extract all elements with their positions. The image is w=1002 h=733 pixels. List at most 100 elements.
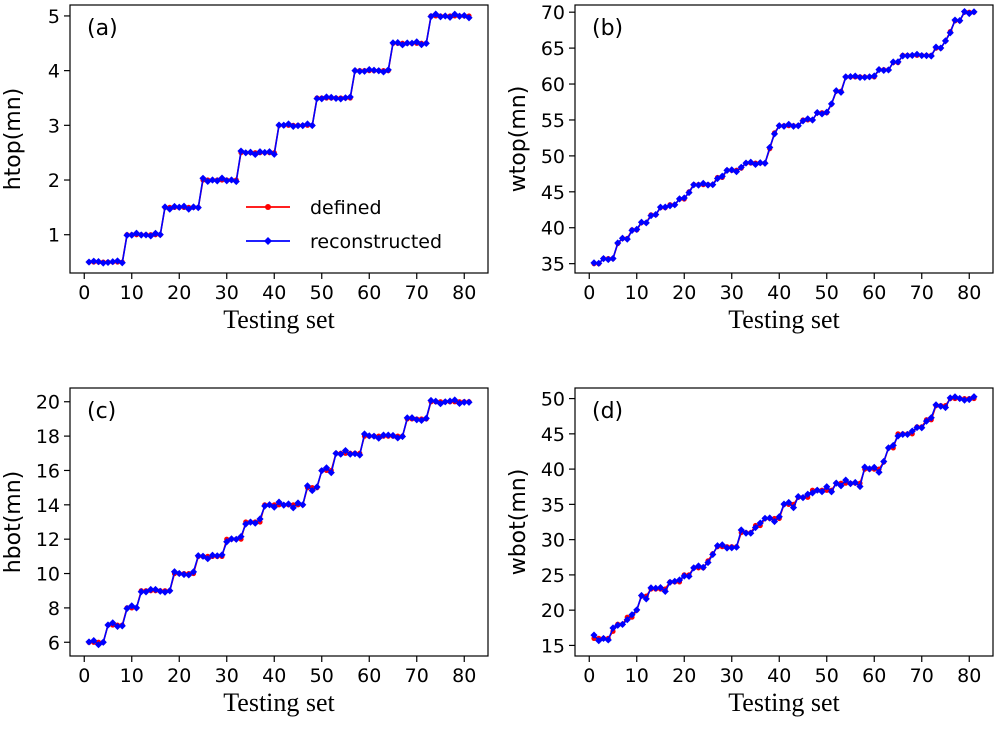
y-tick-label: 10 xyxy=(36,564,60,586)
reconstructed-point xyxy=(151,585,160,594)
reconstructed-point xyxy=(837,88,845,96)
reconstructed-point xyxy=(422,39,430,47)
y-tick-label: 65 xyxy=(541,38,565,60)
reconstructed-point xyxy=(623,616,631,624)
y-tick-label: 6 xyxy=(48,632,60,654)
x-tick-label: 20 xyxy=(167,665,191,687)
reconstructed-point xyxy=(189,568,198,576)
reconstructed-point xyxy=(218,174,226,182)
reconstructed-point xyxy=(284,500,293,508)
reconstructed-point xyxy=(194,552,202,560)
reconstructed-point xyxy=(770,130,779,138)
reconstructed-point xyxy=(346,93,354,101)
reconstructed-point xyxy=(789,504,798,512)
x-tick-label: 40 xyxy=(767,282,791,304)
reconstructed-point xyxy=(941,403,950,412)
reconstructed-point xyxy=(403,414,411,422)
legend: defined reconstructed xyxy=(246,197,442,253)
reconstructed-point xyxy=(446,13,454,21)
reconstructed-point xyxy=(118,259,126,267)
x-tick-label: 0 xyxy=(78,282,90,304)
y-tick-label: 4 xyxy=(48,61,60,83)
reconstructed-point xyxy=(208,551,217,559)
reconstructed-point xyxy=(232,535,240,543)
reconstructed-point xyxy=(446,397,454,405)
reconstructed-point xyxy=(637,218,646,226)
reconstructed-point xyxy=(970,8,978,16)
reconstructed-point xyxy=(370,66,378,74)
reconstructed-point xyxy=(256,515,264,523)
reconstructed-point xyxy=(861,73,869,81)
reconstructed-point xyxy=(246,518,255,526)
y-tick-label: 50 xyxy=(541,389,565,411)
x-tick-label: 20 xyxy=(672,665,696,687)
reconstructed-point xyxy=(270,503,278,511)
reconstructed-point xyxy=(865,73,874,81)
reconstructed-point xyxy=(379,431,388,439)
reconstructed-point xyxy=(618,620,627,628)
reconstructed-point xyxy=(894,58,902,66)
reconstructed-point xyxy=(261,148,269,157)
y-axis-label: wbot(mn) xyxy=(506,469,531,576)
reconstructed-point xyxy=(313,483,321,491)
chart-panel-c: 0 10 20 30 40 50 60 70 80 6 8 10 12 14 16 18 20 Testing s… xyxy=(1,387,489,717)
y-tick-label: 40 xyxy=(541,218,565,240)
reconstructed-point xyxy=(294,122,302,130)
y-tick-label: 3 xyxy=(48,115,60,137)
x-tick-label: 70 xyxy=(405,665,429,687)
reconstructed-point xyxy=(837,482,845,490)
x-tick-label: 30 xyxy=(215,665,239,687)
reconstructed-point xyxy=(313,94,321,103)
x-tick-label: 10 xyxy=(625,665,649,687)
reconstructed-point xyxy=(398,432,407,441)
reconstructed-point xyxy=(427,396,435,405)
reconstructed-point xyxy=(875,66,883,74)
reconstructed-point xyxy=(846,480,855,488)
reconstructed-point xyxy=(761,514,769,522)
reconstructed-point xyxy=(932,401,940,409)
reconstructed-point xyxy=(884,66,893,74)
series-defined-line xyxy=(89,15,469,263)
reconstructed-point xyxy=(142,588,150,596)
reconstructed-point xyxy=(308,486,316,495)
x-tick-label: 40 xyxy=(262,665,286,687)
reconstructed-point xyxy=(747,529,755,537)
reconstructed-point xyxy=(913,50,921,58)
series-defined-line xyxy=(89,400,469,644)
x-tick-label: 80 xyxy=(957,665,981,687)
reconstructed-point xyxy=(175,569,183,578)
reconstructed-point xyxy=(242,149,250,157)
reconstructed-point xyxy=(970,393,978,401)
y-tick-label: 55 xyxy=(541,110,565,132)
reconstructed-point xyxy=(618,234,627,242)
reconstructed-point xyxy=(946,394,954,402)
reconstructed-point xyxy=(265,148,274,156)
legend-defined-label: defined xyxy=(310,197,382,219)
x-tick-label: 60 xyxy=(357,665,381,687)
reconstructed-point xyxy=(965,395,973,404)
y-tick-label: 20 xyxy=(541,600,565,622)
y-tick-label: 20 xyxy=(36,392,60,414)
reconstructed-point xyxy=(356,451,364,459)
reconstructed-point xyxy=(913,423,921,432)
reconstructed-point xyxy=(709,181,717,189)
reconstructed-point xyxy=(685,188,693,197)
x-tick-label: 50 xyxy=(310,665,334,687)
reconstructed-point xyxy=(851,478,859,487)
reconstructed-point xyxy=(922,52,931,60)
reconstructed-point xyxy=(770,517,779,526)
reconstructed-point xyxy=(842,476,850,484)
reconstructed-point xyxy=(637,591,646,600)
reconstructed-point xyxy=(90,257,98,265)
reconstructed-point xyxy=(861,463,869,471)
y-axis-label: htop(mn) xyxy=(1,88,26,191)
reconstructed-point xyxy=(123,231,131,239)
x-tick-label: 0 xyxy=(583,665,595,687)
x-tick-label: 50 xyxy=(815,665,839,687)
x-tick-label: 30 xyxy=(215,282,239,304)
reconstructed-point xyxy=(166,205,174,213)
reconstructed-point xyxy=(903,430,912,439)
series-reconstructed-line xyxy=(88,399,470,646)
reconstructed-point xyxy=(789,122,798,130)
reconstructed-point xyxy=(251,519,259,527)
